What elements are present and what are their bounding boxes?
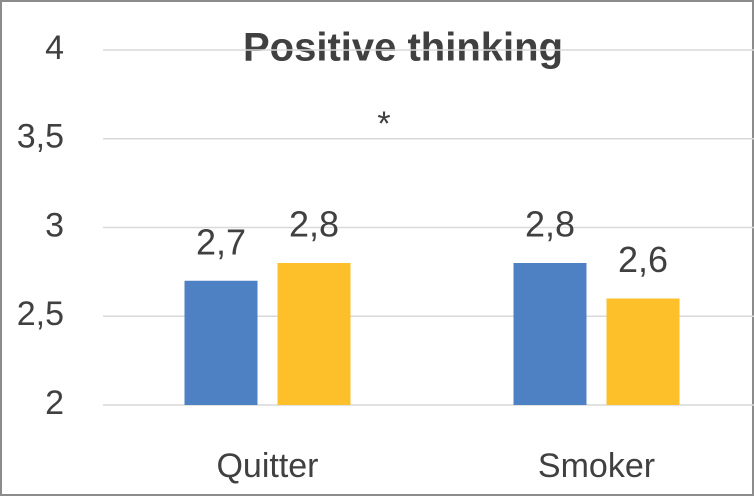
y-tick-label: 3,5 bbox=[17, 118, 64, 156]
bar bbox=[184, 280, 258, 405]
value-label: 2,7 bbox=[196, 221, 246, 262]
chart-title: Positive thinking bbox=[243, 26, 563, 70]
x-tick-label: Quitter bbox=[216, 447, 318, 485]
value-label: 2,6 bbox=[618, 239, 668, 280]
y-tick-label: 4 bbox=[45, 29, 64, 67]
annotation: * bbox=[377, 105, 390, 143]
bar bbox=[277, 263, 351, 405]
value-label: 2,8 bbox=[289, 204, 339, 245]
y-tick-label: 3 bbox=[45, 206, 64, 244]
value-label: 2,8 bbox=[525, 204, 575, 245]
y-tick-label: 2,5 bbox=[17, 295, 64, 333]
x-tick-label: Smoker bbox=[538, 447, 655, 485]
bar bbox=[513, 263, 587, 405]
y-tick-label: 2 bbox=[45, 384, 64, 422]
bar bbox=[606, 298, 680, 405]
